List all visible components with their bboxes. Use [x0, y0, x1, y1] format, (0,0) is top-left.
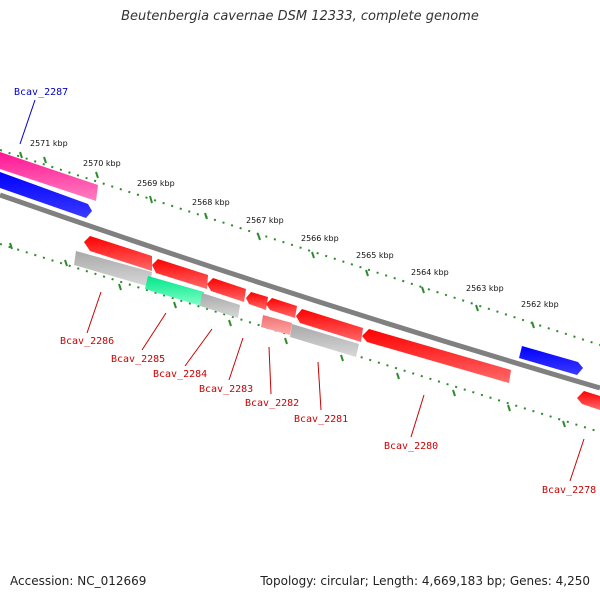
gene-label-bcav-2287: Bcav_2287 [14, 87, 68, 98]
tick-mark [531, 321, 535, 329]
gene-arrow-bcav-2284b[interactable] [145, 276, 204, 306]
gene-arrow-blue-right[interactable] [519, 346, 583, 375]
gene-label-bcav-2282: Bcav_2282 [245, 398, 299, 409]
leader-line-bcav-2281 [317, 361, 322, 411]
map-title: Beutenbergia cavernae DSM 12333, complet… [121, 9, 479, 24]
gene-arrow-bcav-2283[interactable] [207, 278, 246, 302]
tick-mark [475, 304, 479, 312]
leader-line-bcav-2278 [569, 438, 585, 482]
gene-label-bcav-2283: Bcav_2283 [199, 384, 253, 395]
tick-mark [396, 372, 400, 380]
tick-mark [149, 195, 153, 204]
gene-arrow-bcav-2282b[interactable] [266, 298, 297, 318]
tick-mark [118, 283, 122, 291]
leader-line-bcav-2284 [184, 328, 213, 367]
gene-arrow-bcav-2283b[interactable] [200, 293, 240, 318]
tick-mark [204, 212, 208, 220]
accession-text: Accession: NC_012669 [10, 574, 147, 588]
gene-label-bcav-2284: Bcav_2284 [153, 369, 207, 380]
topology-text: Topology: circular; Length: 4,669,183 bp… [260, 574, 590, 588]
gene-label-bcav-2281: Bcav_2281 [294, 414, 348, 425]
gene-label-bcav-2286: Bcav_2286 [60, 336, 114, 347]
tick-label-2564: 2564 kbp [411, 268, 449, 277]
tick-mark [9, 242, 13, 250]
gene-label-bcav-2285: Bcav_2285 [111, 354, 165, 365]
lower-tick-ruler [0, 242, 600, 433]
tick-mark [19, 151, 23, 159]
tick-mark [173, 301, 177, 309]
tick-mark [365, 269, 369, 277]
tick-label-2562: 2562 kbp [521, 300, 559, 309]
gene-arrow-bcav-2281c[interactable] [290, 324, 359, 357]
tick-mark [64, 259, 68, 267]
gene-arrow-bcav-2281[interactable] [261, 315, 292, 335]
gene-arrow-bcav-2286[interactable] [84, 236, 152, 271]
upper-tick-ruler [0, 149, 600, 346]
gene-arrow-bcav-2282[interactable] [246, 292, 268, 310]
tick-mark [228, 319, 232, 327]
tick-label-2563: 2563 kbp [466, 284, 504, 293]
tick-label-2567: 2567 kbp [246, 216, 284, 225]
tick-label-2570: 2570 kbp [83, 159, 121, 168]
tick-label-2565: 2565 kbp [356, 251, 394, 260]
leader-line-bcav-2280 [410, 394, 425, 438]
tick-mark [284, 337, 288, 345]
tick-label-2569: 2569 kbp [137, 179, 175, 188]
tick-mark [562, 420, 566, 428]
gene-arrow-bcav-2278[interactable] [577, 391, 600, 410]
gene-arrow-bcav-2280[interactable] [362, 329, 511, 383]
tick-mark [421, 286, 425, 294]
gene-arrow-bcav-2287[interactable] [0, 152, 98, 201]
tick-mark [452, 389, 456, 397]
tick-label-2568: 2568 kbp [192, 198, 230, 207]
leader-line-bcav-2287 [19, 99, 36, 145]
tick-label-2571: 2571 kbp [30, 139, 68, 148]
leader-line-bcav-2285 [141, 312, 167, 351]
leader-line-bcav-2286 [86, 291, 102, 334]
tick-mark [311, 251, 315, 259]
tick-mark [507, 404, 511, 412]
gene-arrow-bcav-2285[interactable] [74, 251, 152, 287]
genome-backbone [0, 192, 600, 391]
tick-mark [43, 156, 47, 164]
leader-line-bcav-2282 [268, 346, 272, 395]
tick-labels: 2571 kbp 2570 kbp 2569 kbp 2568 kbp 2567… [30, 139, 559, 309]
gene-arrow-bcav-2284[interactable] [152, 259, 208, 289]
leader-line-bcav-2283 [228, 337, 244, 381]
gene-label-bcav-2278: Bcav_2278 [542, 485, 596, 496]
tick-mark [340, 354, 344, 362]
tick-mark [95, 171, 99, 179]
gene-arrow-blue-left[interactable] [0, 172, 92, 218]
gene-arrow-bcav-2281b[interactable] [296, 309, 363, 342]
tick-label-2566: 2566 kbp [301, 234, 339, 243]
gene-label-bcav-2280: Bcav_2280 [384, 441, 438, 452]
tick-mark [257, 233, 261, 241]
